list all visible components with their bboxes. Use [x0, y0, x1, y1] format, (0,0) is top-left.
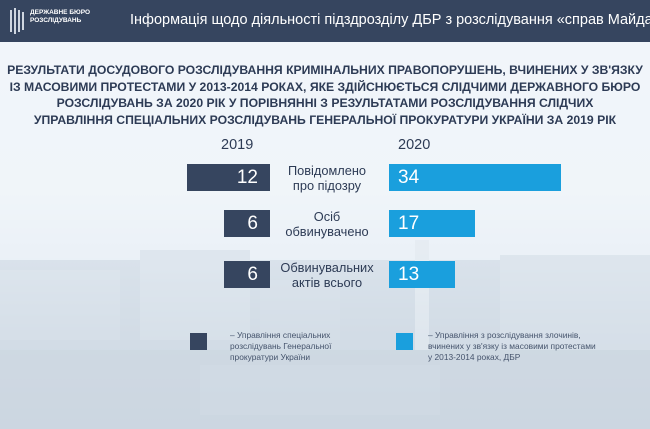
background-veil: [0, 42, 650, 429]
legend-text-2020: – Управління з розслідування злочинів, в…: [428, 330, 596, 363]
legend-2020-line-1: – Управління з розслідування злочинів,: [428, 330, 581, 340]
category-label-podozra-line-2: про підозру: [292, 178, 362, 193]
logo-line-1: ДЕРЖАВНЕ БЮРО: [30, 9, 90, 16]
category-label-obvynuvacheno: Осіб обвинувачено: [273, 209, 381, 239]
bar-2020-podozra: 34: [389, 164, 561, 191]
main-title-line-2: із масовими протестами у 2013-2014 роках…: [9, 79, 641, 94]
bar-2019-obvynuvacheno: 6: [224, 210, 270, 237]
category-label-podozra-line-1: Повідомлено: [287, 163, 367, 178]
legend-2019-line-3: прокуратури України: [230, 352, 311, 362]
logo-text: ДЕРЖАВНЕ БЮРО РОЗСЛІДУВАНЬ: [30, 9, 100, 25]
bar-2020-obvynuvacheno: 17: [389, 210, 475, 237]
header-title: Інформація щодо діяльності підздрозділу …: [130, 12, 650, 28]
dbr-emblem-icon: [10, 8, 24, 34]
legend-swatch-2020: [396, 333, 413, 350]
category-label-obvynuvacheno-line-2: обвинувачено: [285, 224, 369, 239]
year-label-2019: 2019: [221, 137, 254, 153]
bar-2019-akty: 6: [224, 261, 270, 288]
category-label-akty: Обвинувальних актів всього: [273, 260, 381, 290]
bar-2019-podozra: 12: [187, 164, 270, 191]
legend-text-2019: – Управління спеціальних розслідувань Ге…: [230, 330, 331, 363]
main-title-line-3: розслідувань за 2020 рік у порівнянні з …: [56, 96, 594, 110]
category-label-obvynuvacheno-line-1: Осіб: [313, 209, 341, 224]
year-label-2020: 2020: [398, 137, 431, 153]
dbr-logo: ДЕРЖАВНЕ БЮРО РОЗСЛІДУВАНЬ: [8, 6, 108, 36]
legend-2019-line-2: розслідувань Генеральної: [230, 341, 332, 351]
category-label-podozra: Повідомлено про підозру: [273, 163, 381, 193]
main-title: Результати досудового розслідування крим…: [0, 62, 650, 128]
main-title-line-4: управління спеціальних розслідувань Гене…: [33, 112, 617, 127]
legend-2020-line-3: у 2013-2014 роках, ДБР: [428, 352, 521, 362]
category-label-akty-line-1: Обвинувальних: [280, 260, 374, 275]
main-title-line-1: Результати досудового розслідування крим…: [7, 63, 643, 77]
legend-2019-line-1: – Управління спеціальних: [230, 330, 331, 340]
header-bar: ДЕРЖАВНЕ БЮРО РОЗСЛІДУВАНЬ Інформація що…: [0, 0, 650, 42]
category-label-akty-line-2: актів всього: [291, 275, 363, 290]
legend-2020-line-2: вчинених у зв'язку із масовими протестам…: [428, 341, 596, 351]
bar-2020-akty: 13: [389, 261, 455, 288]
legend-swatch-2019: [190, 333, 207, 350]
logo-line-2: РОЗСЛІДУВАНЬ: [30, 17, 82, 24]
